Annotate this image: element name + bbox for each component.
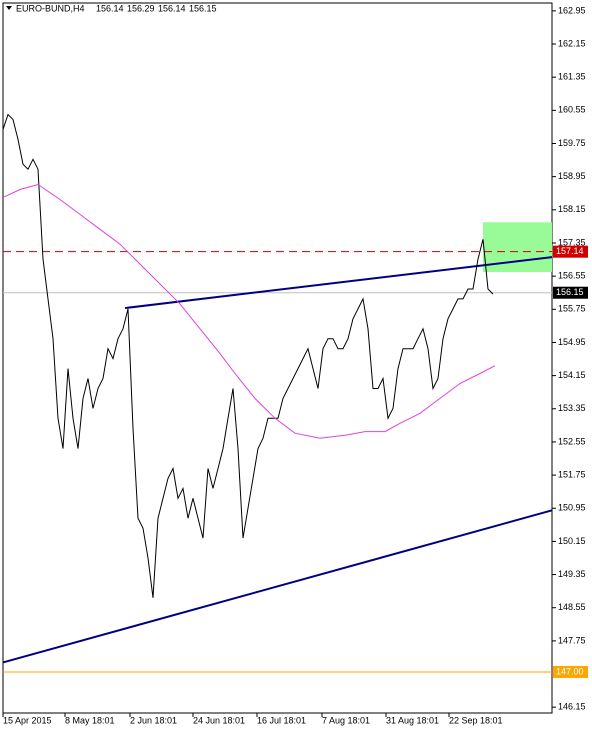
y-tick-label: 150.15 [558, 536, 586, 546]
y-tick-label: 148.55 [558, 602, 586, 612]
x-tick-label: 7 Aug 18:01 [322, 715, 370, 725]
level-label: 156.15 [556, 287, 584, 297]
price-line [2, 183, 496, 439]
trend-line [124, 256, 553, 310]
y-tick-label: 152.55 [558, 436, 586, 446]
y-tick-label: 158.15 [558, 204, 586, 214]
y-tick-label: 157.35 [558, 237, 586, 247]
x-tick-label: 31 Aug 18:01 [386, 715, 439, 725]
level-label: 147.00 [556, 666, 584, 676]
y-tick-label: 153.35 [558, 403, 586, 413]
y-tick-label: 160.55 [558, 105, 586, 115]
y-tick-label: 162.15 [558, 38, 586, 48]
y-tick-label: 162.95 [558, 5, 586, 15]
level-tag [553, 245, 588, 258]
menu-icon [6, 6, 12, 10]
quote-value: 156.14 [158, 3, 186, 13]
x-tick-label: 15 Apr 2015 [3, 715, 52, 725]
y-tick-label: 161.35 [558, 72, 586, 82]
price-line [2, 113, 494, 598]
level-tag [553, 665, 588, 678]
y-tick-label: 158.95 [558, 171, 586, 181]
quote-value: 156.15 [189, 3, 217, 13]
x-tick-label: 8 May 18:01 [65, 715, 115, 725]
y-tick-label: 159.75 [558, 138, 586, 148]
y-tick-label: 154.15 [558, 370, 586, 380]
x-tick-label: 24 Jun 18:01 [193, 715, 245, 725]
x-tick-label: 16 Jul 18:01 [257, 715, 306, 725]
level-tag [553, 286, 588, 299]
chart-title: EURO-BUND,H4 [16, 3, 85, 13]
y-tick-label: 155.75 [558, 304, 586, 314]
y-tick-label: 146.15 [558, 702, 586, 712]
quote-value: 156.14 [96, 3, 124, 13]
y-tick-label: 147.75 [558, 635, 586, 645]
quote-value: 156.29 [127, 3, 155, 13]
y-tick-label: 151.75 [558, 469, 586, 479]
x-tick-label: 2 Jun 18:01 [130, 715, 177, 725]
x-tick-label: 22 Sep 18:01 [449, 715, 503, 725]
y-tick-label: 156.55 [558, 271, 586, 281]
y-tick-label: 149.35 [558, 569, 586, 579]
trend-line [2, 509, 553, 664]
y-tick-label: 150.95 [558, 503, 586, 513]
plot-frame [2, 2, 553, 714]
y-tick-label: 154.95 [558, 337, 586, 347]
level-label: 157.14 [556, 246, 584, 256]
